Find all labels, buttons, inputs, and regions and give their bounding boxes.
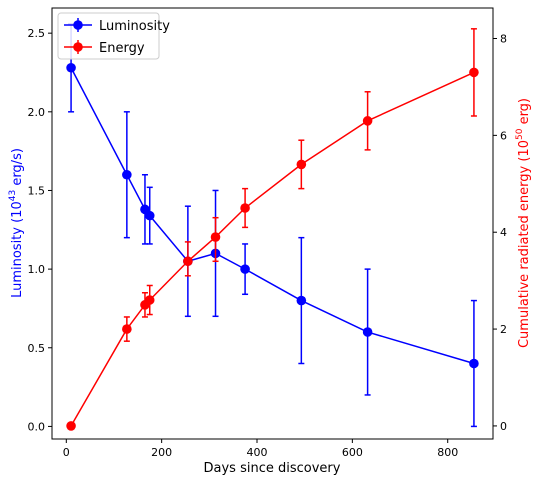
legend-marker-luminosity bbox=[73, 20, 83, 30]
series-luminosity bbox=[66, 22, 479, 428]
left-tick-label: 0.5 bbox=[28, 342, 46, 355]
left-axis-label-exponent: 43 bbox=[8, 190, 18, 201]
right-axis-label-tail: erg) bbox=[517, 98, 532, 129]
data-point-energy bbox=[362, 116, 373, 126]
data-point-luminosity bbox=[296, 295, 307, 306]
data-point-luminosity bbox=[469, 358, 479, 369]
data-point-luminosity bbox=[144, 210, 155, 221]
data-point-energy bbox=[210, 232, 221, 242]
data-point-luminosity bbox=[240, 264, 250, 274]
data-point-energy bbox=[66, 421, 76, 431]
data-point-energy bbox=[469, 67, 479, 78]
data-point-luminosity bbox=[122, 169, 132, 180]
left-tick-label: 2.0 bbox=[28, 106, 46, 119]
right-axis-label-exponent: 50 bbox=[515, 128, 525, 140]
x-tick-label: 200 bbox=[151, 446, 172, 459]
left-tick-label: 1.0 bbox=[28, 263, 46, 276]
right-axis-ticks: 0 2 4 6 8 bbox=[493, 33, 507, 433]
data-point-luminosity bbox=[66, 62, 76, 73]
right-tick-label: 6 bbox=[500, 129, 507, 142]
right-axis-label-main: Cumulative radiated energy (10 bbox=[517, 140, 532, 348]
x-tick-label: 0 bbox=[63, 446, 70, 459]
legend-label-energy: Energy bbox=[99, 41, 145, 56]
left-axis-label: Luminosity (1043 erg/s) bbox=[8, 148, 25, 298]
left-tick-label: 2.5 bbox=[28, 27, 46, 40]
legend-marker-energy bbox=[73, 42, 83, 52]
x-axis-label: Days since discovery bbox=[204, 461, 341, 476]
data-point-energy bbox=[296, 159, 307, 170]
data-point-energy bbox=[240, 203, 250, 213]
series-line-energy bbox=[70, 71, 475, 427]
legend-label-luminosity: Luminosity bbox=[99, 19, 170, 34]
left-axis-label-main: Luminosity (10 bbox=[10, 201, 25, 298]
right-tick-label: 4 bbox=[500, 226, 507, 239]
data-point-energy bbox=[122, 324, 132, 334]
legend: Luminosity Energy bbox=[57, 12, 170, 60]
x-tick-label: 800 bbox=[437, 446, 458, 459]
right-tick-label: 8 bbox=[500, 33, 507, 46]
plot-frame bbox=[51, 7, 494, 440]
right-axis-label: Cumulative radiated energy (1050 erg) bbox=[515, 98, 532, 348]
legend-item-energy: Energy bbox=[64, 40, 145, 56]
right-tick-label: 0 bbox=[500, 420, 507, 433]
x-axis-ticks: 0 200 400 600 800 bbox=[63, 439, 458, 459]
data-point-energy bbox=[183, 256, 193, 267]
x-tick-label: 600 bbox=[342, 446, 363, 459]
series-energy bbox=[66, 28, 479, 431]
left-axis-ticks: 0.0 0.5 1.0 1.5 2.0 2.5 bbox=[28, 27, 52, 433]
legend-item-luminosity: Luminosity bbox=[64, 18, 170, 34]
data-point-luminosity bbox=[362, 327, 373, 337]
plot-content bbox=[66, 22, 479, 431]
data-point-energy bbox=[144, 295, 155, 305]
left-tick-label: 1.5 bbox=[28, 184, 46, 197]
left-tick-label: 0.0 bbox=[28, 420, 46, 433]
right-tick-label: 2 bbox=[500, 323, 507, 336]
series-line-luminosity bbox=[70, 67, 475, 365]
left-axis-label-tail: erg/s) bbox=[10, 148, 25, 190]
x-tick-label: 400 bbox=[247, 446, 268, 459]
